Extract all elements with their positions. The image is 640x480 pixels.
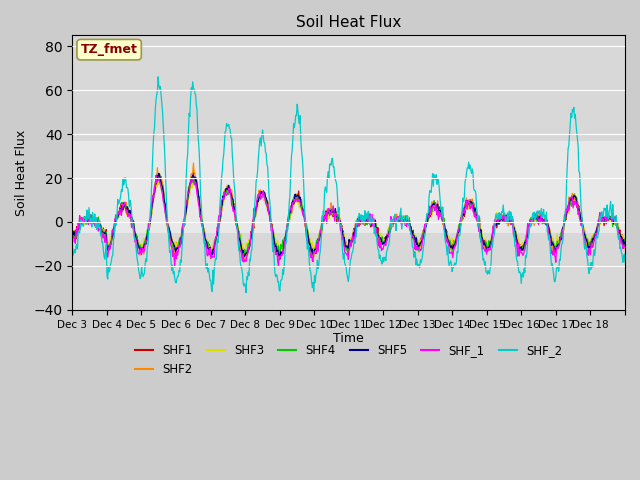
SHF4 <box>133 239 141 244</box>
Y-axis label: Soil Heat Flux: Soil Heat Flux <box>15 130 28 216</box>
SHF1 <box>240 253 248 259</box>
SHF_2 <box>621 259 629 264</box>
SHF2 <box>189 160 197 166</box>
Legend: SHF1, SHF2, SHF3, SHF4, SHF5, SHF_1, SHF_2: SHF1, SHF2, SHF3, SHF4, SHF5, SHF_1, SHF… <box>131 339 567 381</box>
SHF2 <box>407 230 415 236</box>
SHF3 <box>68 226 76 232</box>
SHF5 <box>407 225 415 230</box>
SHF5 <box>621 240 629 246</box>
SHF5 <box>236 237 243 242</box>
SHF2 <box>285 214 292 219</box>
SHF3 <box>284 221 292 227</box>
SHF_2 <box>285 212 292 218</box>
SHF3 <box>310 252 317 258</box>
SHF_1 <box>285 216 292 221</box>
Line: SHF_1: SHF_1 <box>72 176 625 267</box>
SHF_2 <box>438 213 446 219</box>
Bar <box>72 141 625 233</box>
SHF1 <box>438 217 446 223</box>
SHF_1 <box>68 237 76 242</box>
SHF4 <box>276 255 284 261</box>
SHF1 <box>236 234 243 240</box>
SHF_1 <box>152 173 160 179</box>
SHF_1 <box>407 230 415 236</box>
SHF2 <box>242 257 250 263</box>
SHF4 <box>263 199 271 205</box>
SHF1 <box>285 213 292 218</box>
SHF4 <box>68 232 76 238</box>
SHF_1 <box>438 217 446 223</box>
SHF2 <box>264 204 271 210</box>
Line: SHF4: SHF4 <box>72 174 625 258</box>
Line: SHF5: SHF5 <box>72 173 625 259</box>
SHF_2 <box>68 243 76 249</box>
SHF_1 <box>236 249 244 254</box>
SHF_2 <box>236 249 243 254</box>
SHF2 <box>236 239 243 244</box>
Line: SHF2: SHF2 <box>72 163 625 260</box>
SHF_1 <box>171 264 179 270</box>
Title: Soil Heat Flux: Soil Heat Flux <box>296 15 401 30</box>
SHF3 <box>621 237 629 242</box>
X-axis label: Time: Time <box>333 332 364 345</box>
SHF1 <box>407 224 415 229</box>
SHF5 <box>285 217 292 223</box>
SHF3 <box>133 237 141 242</box>
SHF1 <box>189 169 197 175</box>
SHF_1 <box>621 243 629 249</box>
SHF3 <box>189 177 196 182</box>
Line: SHF3: SHF3 <box>72 180 625 255</box>
SHF4 <box>407 227 415 233</box>
SHF_1 <box>264 201 271 207</box>
SHF_2 <box>264 164 271 170</box>
SHF2 <box>621 246 629 252</box>
SHF_2 <box>242 290 250 296</box>
SHF5 <box>68 232 76 238</box>
SHF2 <box>68 235 76 240</box>
SHF3 <box>263 198 271 204</box>
SHF5 <box>263 198 271 204</box>
SHF5 <box>155 170 163 176</box>
SHF4 <box>156 171 163 177</box>
SHF3 <box>236 233 243 239</box>
SHF3 <box>407 226 415 232</box>
SHF2 <box>133 240 141 246</box>
SHF3 <box>438 211 446 217</box>
SHF4 <box>438 212 446 217</box>
SHF_2 <box>133 256 141 262</box>
SHF1 <box>621 238 629 244</box>
SHF4 <box>621 236 629 241</box>
SHF2 <box>438 215 446 220</box>
SHF_2 <box>154 74 162 80</box>
Line: SHF_2: SHF_2 <box>72 77 625 293</box>
SHF1 <box>68 228 76 234</box>
Text: TZ_fmet: TZ_fmet <box>81 43 138 56</box>
SHF5 <box>133 237 141 243</box>
SHF1 <box>264 199 271 204</box>
SHF5 <box>438 216 446 222</box>
SHF1 <box>133 235 141 240</box>
SHF_2 <box>407 230 415 236</box>
Line: SHF1: SHF1 <box>72 172 625 256</box>
SHF4 <box>285 214 292 220</box>
SHF4 <box>236 231 243 237</box>
SHF_1 <box>133 244 141 250</box>
SHF5 <box>276 256 284 262</box>
